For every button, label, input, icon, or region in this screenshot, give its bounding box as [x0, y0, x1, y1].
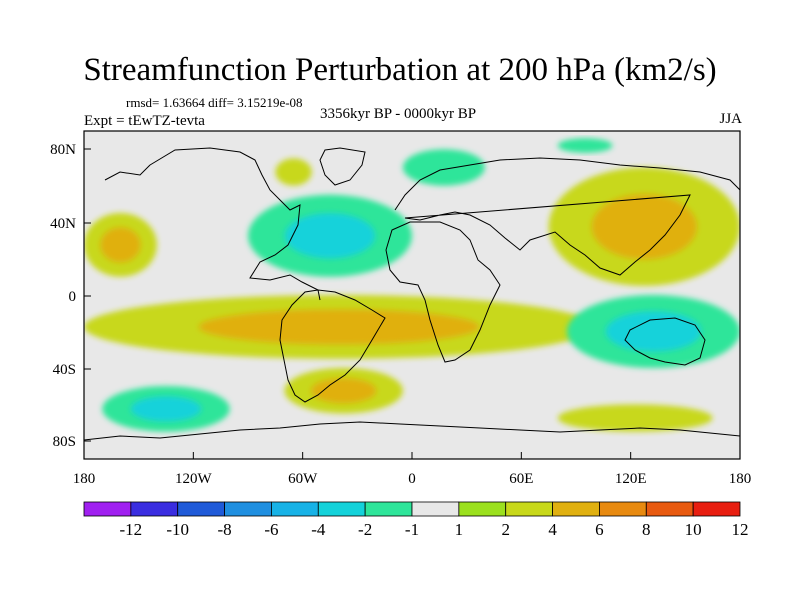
region-arctic — [557, 138, 613, 153]
colorbar-swatch — [130, 501, 179, 517]
y-tick-label: 80S — [53, 434, 76, 450]
colorbar-swatch — [505, 501, 553, 517]
colorbar-swatch — [364, 501, 413, 517]
colorbar-swatch — [599, 501, 647, 517]
region-scandinavia — [402, 149, 485, 186]
colorbar-label: 12 — [732, 520, 749, 539]
colorbar-label: 8 — [642, 520, 651, 539]
x-tick-label: 120E — [615, 471, 647, 487]
colorbar-swatch — [317, 501, 366, 517]
data-regions — [84, 138, 740, 432]
region-core-n-atlantic — [284, 213, 376, 259]
colorbar-label: 1 — [455, 520, 464, 539]
coast-antarctica — [84, 421, 740, 441]
coast-greenland — [319, 147, 366, 186]
colorbar-label: 10 — [685, 520, 702, 539]
y-tick-label: 0 — [69, 289, 77, 305]
colorbar-swatch — [224, 501, 272, 517]
colorbar-label: -8 — [217, 520, 231, 539]
colorbar-label: 6 — [595, 520, 604, 539]
region-core-s-atlantic — [311, 378, 377, 404]
colorbar-label: -1 — [405, 520, 419, 539]
region-greenland — [275, 158, 312, 186]
x-tick-label: 180 — [73, 471, 96, 487]
colorbar-swatch — [83, 501, 132, 517]
colorbar-label: -2 — [358, 520, 372, 539]
colorbar-label: -12 — [120, 520, 143, 539]
chart-title: Streamfunction Perturbation at 200 hPa (… — [83, 52, 717, 88]
y-tick-label: 40S — [53, 362, 76, 378]
x-tick-label: 120W — [175, 471, 213, 487]
colorbar-label: -10 — [166, 520, 189, 539]
colorbar: -12 -10 -8 -6 -4 -2 -1 1 2 4 6 8 10 12 — [83, 501, 749, 539]
colorbar-swatch — [271, 501, 319, 517]
colorbar-swatch — [552, 501, 600, 517]
colorbar-label: -6 — [264, 520, 278, 539]
y-tick-label: 80N — [50, 142, 76, 158]
colorbar-label: -4 — [311, 520, 326, 539]
region-core-ne-pacific — [100, 227, 141, 263]
region-core-nw-pacific — [591, 194, 697, 260]
colorbar-swatch — [458, 501, 507, 517]
coast-eurasia — [394, 157, 740, 276]
colorbar-swatch — [177, 501, 225, 517]
colorbar-swatch — [692, 501, 741, 517]
period-text: 3356kyr BP - 0000kyr BP — [320, 106, 477, 122]
colorbar-swatch — [645, 501, 694, 517]
coast-south-america — [279, 289, 386, 403]
y-axis: 80N 40N 0 40S 80S — [50, 142, 91, 450]
coast-australia — [624, 317, 706, 366]
region-s-indian — [557, 404, 713, 432]
region-core-australia — [605, 311, 702, 352]
y-tick-label: 40N — [50, 216, 76, 232]
coastlines — [84, 147, 740, 441]
x-tick-label: 60W — [288, 471, 318, 487]
x-axis: 180 120W 60W 0 60E 120E 180 — [73, 452, 752, 487]
season-text: JJA — [719, 111, 742, 127]
x-tick-label: 180 — [729, 471, 752, 487]
colorbar-swatch — [411, 501, 460, 517]
x-tick-label: 60E — [509, 471, 533, 487]
region-core-s-pacific — [130, 396, 202, 422]
coast-africa — [385, 221, 501, 363]
x-tick-label: 0 — [408, 471, 416, 487]
coast-north-america — [104, 147, 321, 301]
colorbar-label: 2 — [501, 520, 510, 539]
stats-text: rmsd= 1.63664 diff= 3.15219e-08 — [126, 95, 303, 110]
region-core-tropical-atlantic-africa — [198, 309, 480, 345]
experiment-text: Expt = tEwTZ-tevta — [84, 113, 205, 129]
colorbar-label: 4 — [548, 520, 557, 539]
